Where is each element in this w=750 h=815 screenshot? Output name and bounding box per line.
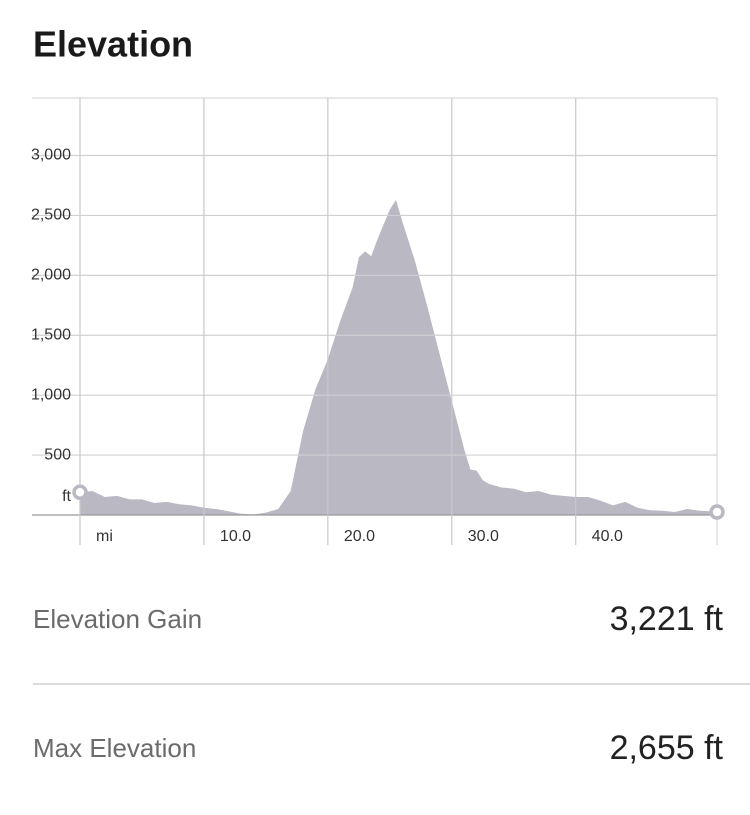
y-tick-label: 1,000 bbox=[31, 386, 71, 403]
x-tick-label: mi bbox=[96, 528, 113, 545]
y-tick-label: ft bbox=[62, 488, 71, 505]
y-tick-label: 2,000 bbox=[31, 267, 71, 284]
y-tick-label: 2,500 bbox=[31, 207, 71, 224]
stat-value: 3,221 ft bbox=[610, 600, 724, 638]
x-tick-label: 20.0 bbox=[344, 528, 375, 545]
endpoint-marker bbox=[72, 484, 88, 500]
x-tick-label: 40.0 bbox=[592, 528, 623, 545]
stat-value: 2,655 ft bbox=[610, 729, 724, 767]
y-tick-label: 3,000 bbox=[31, 147, 71, 164]
y-tick-label: 500 bbox=[44, 446, 71, 463]
chart-title: Elevation bbox=[33, 24, 193, 65]
stat-label: Max Elevation bbox=[33, 733, 196, 763]
stat-label: Elevation Gain bbox=[33, 604, 202, 634]
endpoint-marker bbox=[709, 504, 725, 520]
x-tick-label: 30.0 bbox=[468, 528, 499, 545]
elevation-area bbox=[80, 199, 717, 515]
x-tick-label: 10.0 bbox=[220, 528, 251, 545]
y-tick-label: 1,500 bbox=[31, 326, 71, 343]
